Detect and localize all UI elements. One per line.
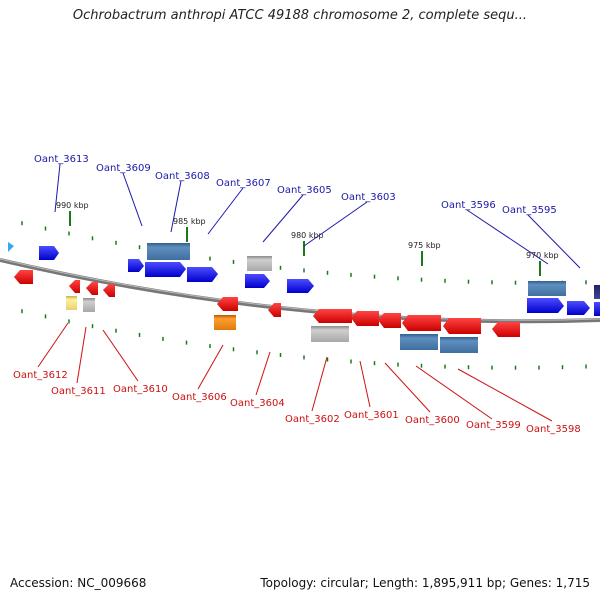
gene-feature[interactable]: [245, 274, 270, 288]
gene-label[interactable]: Oant_3602: [285, 414, 340, 425]
gene-feature[interactable]: [69, 280, 80, 293]
scale-label-980: 980 kbp: [291, 231, 324, 240]
scale-label-990: 990 kbp: [56, 201, 89, 210]
gene-feature[interactable]: [313, 309, 352, 323]
gene-feature[interactable]: [400, 334, 438, 350]
gene-feature[interactable]: [440, 337, 478, 353]
gene-label[interactable]: Oant_3608: [155, 171, 210, 182]
gene-feature[interactable]: [492, 322, 520, 337]
gene-feature[interactable]: [214, 315, 236, 330]
gene-label[interactable]: Oant_3599: [466, 420, 521, 431]
gene-feature[interactable]: [268, 303, 281, 317]
forward-gene-labels: Oant_3613 Oant_3609 Oant_3608 Oant_3607 …: [34, 154, 557, 216]
gene-feature[interactable]: [128, 259, 144, 272]
gene-feature[interactable]: [145, 262, 186, 277]
gene-label[interactable]: Oant_3604: [230, 398, 285, 409]
gene-feature[interactable]: [528, 281, 566, 296]
reverse-gene-labels: Oant_3612 Oant_3611 Oant_3610 Oant_3606 …: [13, 370, 581, 435]
accession-text: Accession: NC_009668: [10, 576, 147, 590]
forward-gene-features: [39, 243, 600, 316]
inner-tick-ring: [21, 309, 587, 370]
gene-feature[interactable]: [311, 326, 349, 342]
gene-label[interactable]: Oant_3610: [113, 384, 168, 395]
gene-feature[interactable]: [217, 297, 238, 311]
scale-label-975: 975 kbp: [408, 241, 441, 250]
gene-label[interactable]: Oant_3612: [13, 370, 68, 381]
gene-label[interactable]: Oant_3613: [34, 154, 89, 165]
gene-label[interactable]: Oant_3605: [277, 185, 332, 196]
gene-feature[interactable]: [402, 315, 441, 331]
gene-label[interactable]: Oant_3609: [96, 163, 151, 174]
reverse-gene-features: [14, 270, 520, 353]
map-title: Ochrobactrum anthropi ATCC 49188 chromos…: [72, 8, 528, 23]
gene-feature[interactable]: [83, 298, 95, 312]
gene-feature[interactable]: [567, 301, 590, 315]
forward-leader-lines: [54, 163, 581, 269]
gene-label[interactable]: Oant_3603: [341, 192, 396, 203]
gene-feature[interactable]: [39, 246, 59, 260]
gene-feature[interactable]: [66, 296, 77, 310]
gene-feature[interactable]: [443, 318, 481, 334]
gene-feature[interactable]: [86, 282, 98, 295]
chromosome-backbone: [0, 258, 600, 324]
scale-label-970: 970 kbp: [526, 251, 559, 260]
gene-feature[interactable]: [147, 243, 190, 260]
gene-label[interactable]: Oant_3596: [441, 200, 496, 211]
origin-marker: [8, 242, 14, 252]
gene-feature[interactable]: [187, 267, 218, 282]
gene-label[interactable]: Oant_3611: [51, 386, 106, 397]
gene-label[interactable]: Oant_3600: [405, 415, 460, 426]
gene-feature[interactable]: [287, 279, 314, 293]
scale-label-985: 985 kbp: [173, 217, 206, 226]
reverse-leader-lines: [37, 322, 553, 422]
gene-feature[interactable]: [351, 311, 379, 326]
gene-label[interactable]: Oant_3607: [216, 178, 271, 189]
summary-text: Topology: circular; Length: 1,895,911 bp…: [260, 576, 590, 590]
gene-feature[interactable]: [14, 270, 33, 284]
gene-feature[interactable]: [527, 298, 564, 313]
gene-feature[interactable]: [594, 302, 600, 316]
gene-label[interactable]: Oant_3606: [172, 392, 227, 403]
gene-feature[interactable]: [103, 284, 115, 297]
gene-label[interactable]: Oant_3595: [502, 205, 557, 216]
gene-label[interactable]: Oant_3601: [344, 410, 399, 421]
gene-feature[interactable]: [594, 285, 600, 299]
gene-feature[interactable]: [378, 313, 401, 328]
gene-label[interactable]: Oant_3598: [526, 424, 581, 435]
gene-feature[interactable]: [247, 256, 272, 271]
